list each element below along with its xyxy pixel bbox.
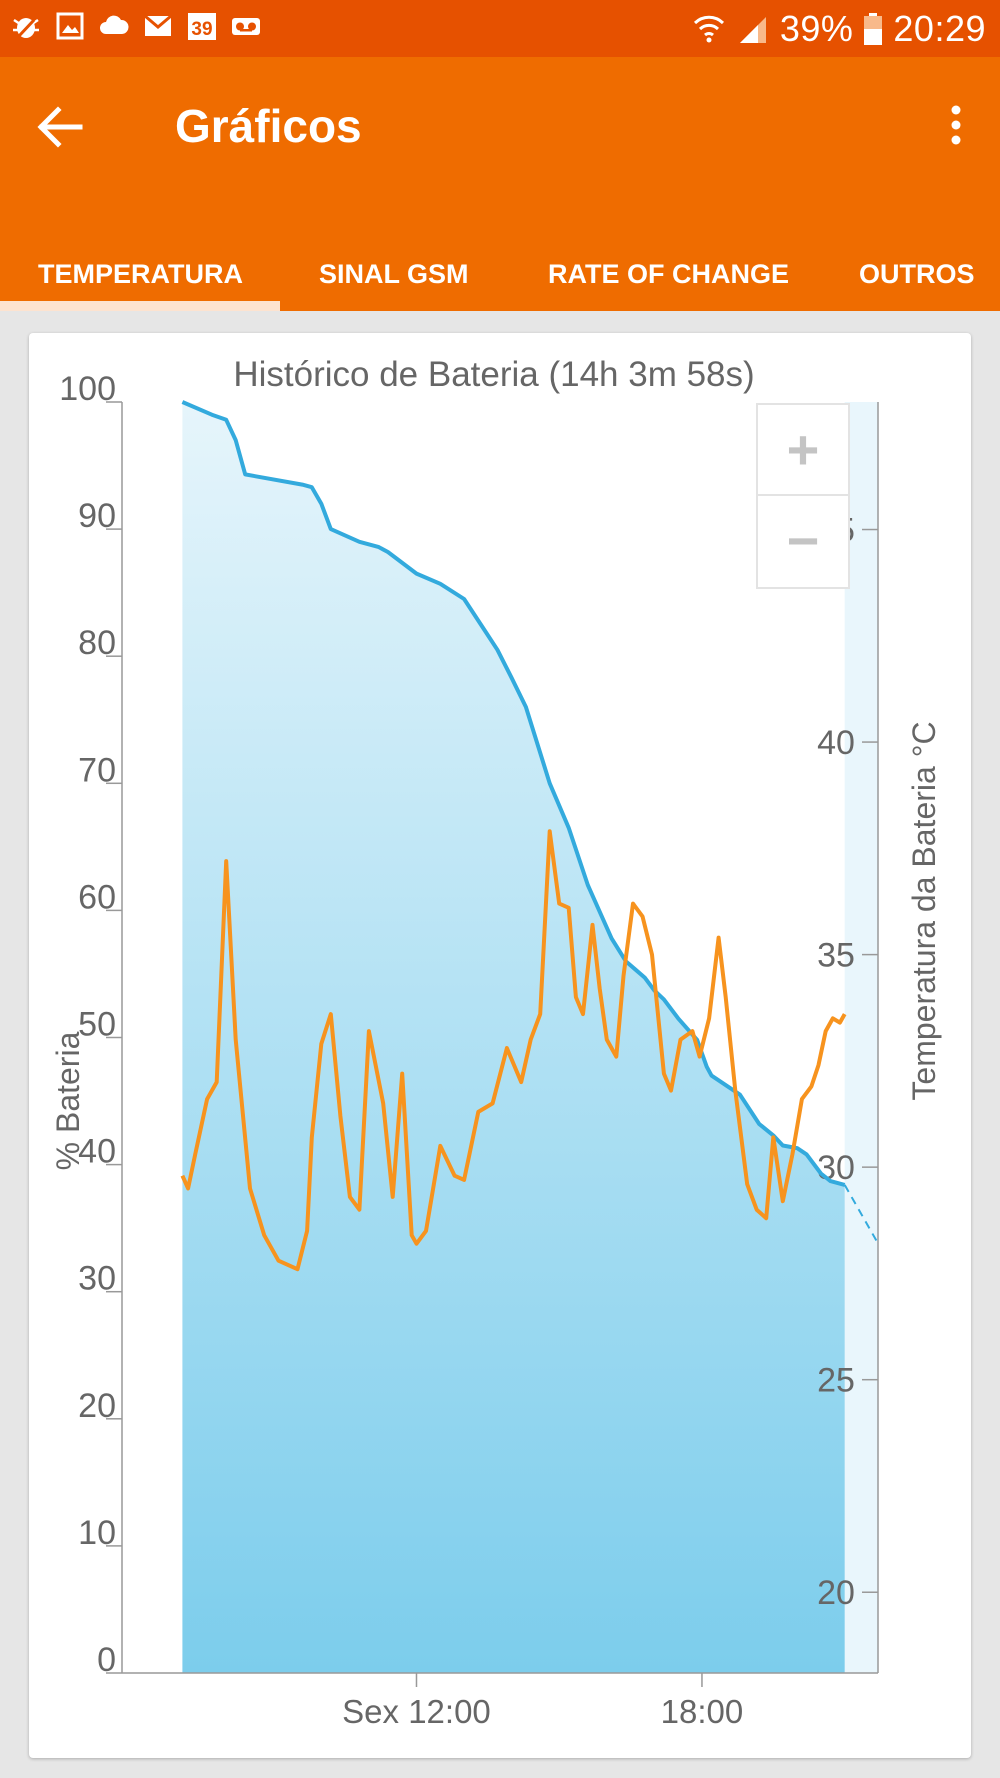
y-tick-label: 60 — [78, 878, 116, 916]
y2-tick-label: 25 — [817, 1362, 855, 1400]
clock: 20:29 — [893, 8, 986, 49]
gallery-icon — [56, 12, 84, 40]
battery-icon — [864, 13, 883, 45]
tab-bar: TEMPERATURA SINAL GSM RATE OF CHANGE OUT… — [0, 257, 1000, 311]
y2-tick-label: 40 — [817, 724, 855, 762]
page-title: Gráficos — [175, 100, 362, 152]
chart-title: Histórico de Bateria (14h 3m 58s) — [233, 355, 754, 394]
zoom-in-icon: + — [787, 418, 820, 481]
zoom-controls: + − — [756, 403, 850, 589]
battery-fill-area — [182, 402, 845, 1673]
tab-sinal-gsm[interactable]: SINAL GSM — [319, 257, 469, 311]
app-bar: Gráficos TEMPERATURA SINAL GSM RATE OF C… — [0, 57, 1000, 311]
y-tick-label: 10 — [78, 1514, 116, 1552]
voicemail-icon — [232, 18, 260, 35]
status-bar: 39 39% 20:29 — [0, 0, 1000, 57]
y-tick-label: 80 — [78, 624, 116, 662]
y-tick-label: 30 — [78, 1260, 116, 1298]
more-vert-icon[interactable] — [936, 97, 976, 157]
chart-card: 0102030405060708090100202530354045Sex 12… — [29, 333, 971, 1758]
calendar-day: 39 — [191, 19, 212, 40]
y-tick-label: 50 — [78, 1006, 116, 1044]
battery-percent: 39% — [779, 8, 854, 49]
active-tab-indicator — [0, 301, 280, 311]
zoom-in-button[interactable]: + — [758, 405, 848, 496]
signal-icon — [739, 17, 766, 43]
gmail-icon — [144, 14, 172, 36]
y-tick-label: 20 — [78, 1387, 116, 1425]
y-tick-label: 100 — [59, 370, 116, 408]
tab-label: TEMPERATURA — [38, 259, 243, 289]
projection-area — [844, 402, 878, 1673]
battery-level-line — [181, 400, 846, 1187]
tab-label: OUTROS — [859, 259, 975, 289]
y2-tick-label: 20 — [817, 1574, 855, 1612]
cloud-icon — [100, 15, 129, 34]
system-indicators: 39% 20:29 — [692, 8, 986, 50]
tab-outros[interactable]: OUTROS — [859, 257, 975, 311]
y-tick-label: 90 — [78, 497, 116, 535]
tab-temperatura[interactable]: TEMPERATURA — [38, 257, 243, 311]
temperature-line — [180, 829, 847, 1272]
y2-tick-label: 35 — [817, 937, 855, 975]
zoom-out-button[interactable]: − — [758, 498, 848, 589]
notification-icons: 39 — [10, 10, 262, 42]
wifi-icon — [693, 15, 724, 43]
x-tick-label: 18:00 — [661, 1693, 744, 1730]
battery-projection-line — [843, 1184, 879, 1244]
tab-label: RATE OF CHANGE — [548, 259, 789, 289]
y-axis-label: % Bateria — [50, 1031, 86, 1170]
tab-label: SINAL GSM — [319, 259, 469, 289]
x-tick-label: Sex 12:00 — [342, 1693, 491, 1730]
y-tick-label: 40 — [78, 1133, 116, 1171]
tab-rate-of-change[interactable]: RATE OF CHANGE — [548, 257, 789, 311]
y2-axis-label: Temperatura da Bateria °C — [906, 721, 942, 1100]
calendar-39-icon: 39 — [188, 13, 216, 40]
y-tick-label: 70 — [78, 751, 116, 789]
bug-icon — [13, 18, 39, 38]
zoom-out-icon: − — [787, 509, 820, 572]
battery-history-chart[interactable]: 0102030405060708090100202530354045Sex 12… — [29, 333, 971, 1758]
arrow-back-icon[interactable] — [30, 97, 90, 157]
y-tick-label: 0 — [97, 1641, 116, 1679]
